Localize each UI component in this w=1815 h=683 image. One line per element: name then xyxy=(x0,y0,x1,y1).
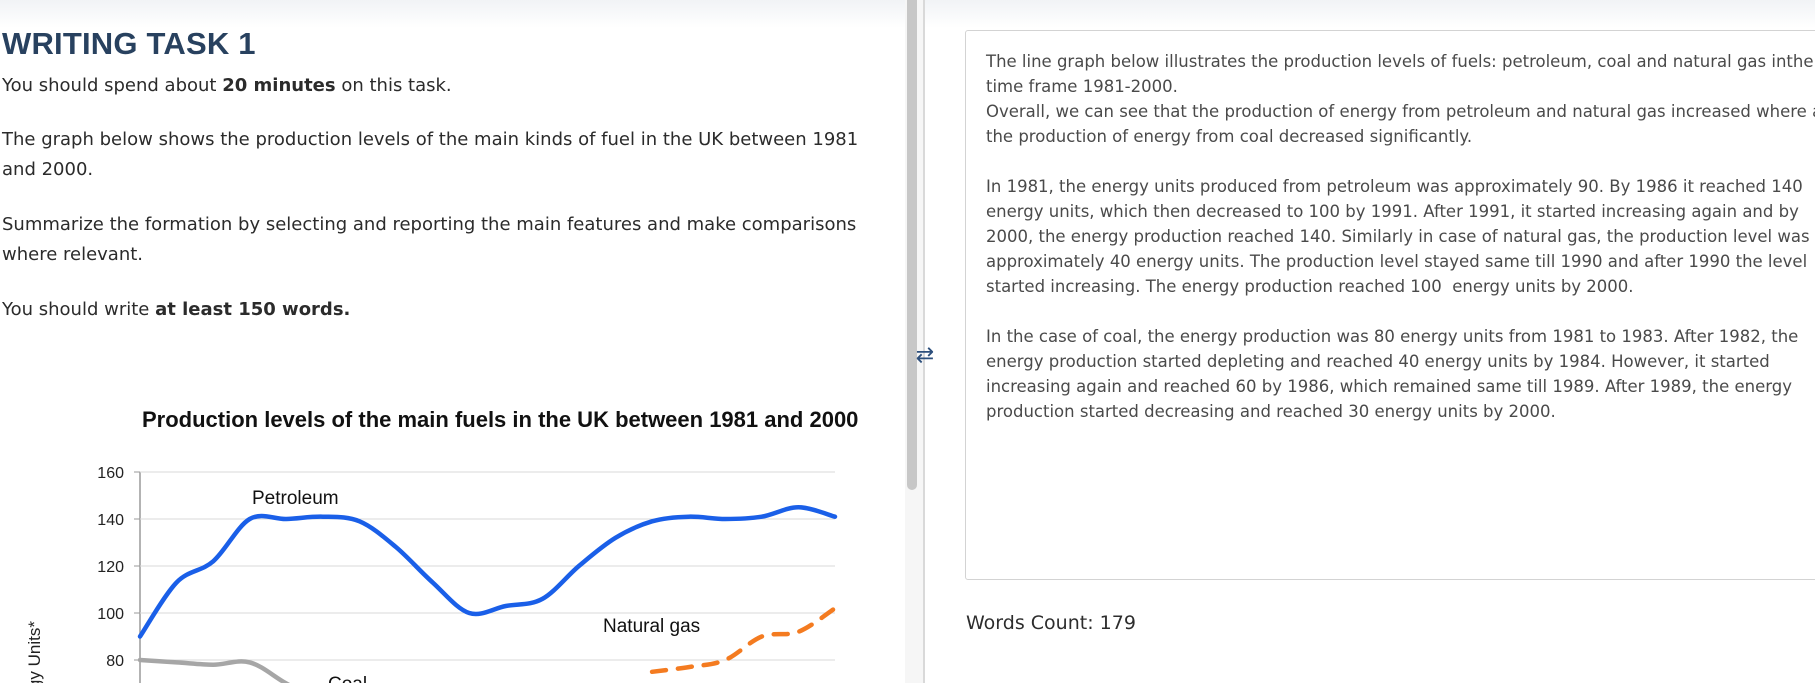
task-pane-scrollbar[interactable] xyxy=(907,0,917,490)
chart-ylabel: Energy Units* xyxy=(25,621,44,683)
chart-y-tick-label: 160 xyxy=(97,465,124,482)
task-description: The graph below shows the production lev… xyxy=(2,129,859,180)
resize-handle-icon[interactable]: ⇄ xyxy=(915,343,935,368)
words-count: Words Count: 179 xyxy=(966,612,1136,634)
series-line-petroleum xyxy=(137,505,838,639)
chart-y-tick-label: 80 xyxy=(106,653,124,670)
pane-divider-line xyxy=(923,0,925,683)
essay-textarea[interactable]: The line graph below illustrates the pro… xyxy=(965,30,1815,580)
task-pane: WRITING TASK 1 You should spend about 20… xyxy=(0,0,905,683)
chart-title: Production levels of the main fuels in t… xyxy=(142,407,859,432)
series-label-petroleum: Petroleum xyxy=(252,488,339,509)
essay-text[interactable]: The line graph below illustrates the pro… xyxy=(986,52,1815,421)
series-line-coal xyxy=(137,657,291,683)
chart-y-tick-label: 100 xyxy=(97,606,124,623)
chart-y-tick-label: 120 xyxy=(97,559,124,576)
task-word-requirement: You should write at least 150 words. xyxy=(2,299,351,320)
series-label-coal: Coal xyxy=(328,674,367,683)
chart-y-tick-label: 140 xyxy=(97,512,124,529)
series-line-natural-gas xyxy=(649,606,838,675)
task-instruction-time: You should spend about 20 minutes on thi… xyxy=(2,75,452,96)
fuel-production-chart: Production levels of the main fuels in t… xyxy=(0,395,905,683)
task-title: WRITING TASK 1 xyxy=(2,26,256,61)
task-summary-instruction: Summarize the formation by selecting and… xyxy=(2,214,857,265)
series-label-natural-gas: Natural gas xyxy=(603,616,700,637)
